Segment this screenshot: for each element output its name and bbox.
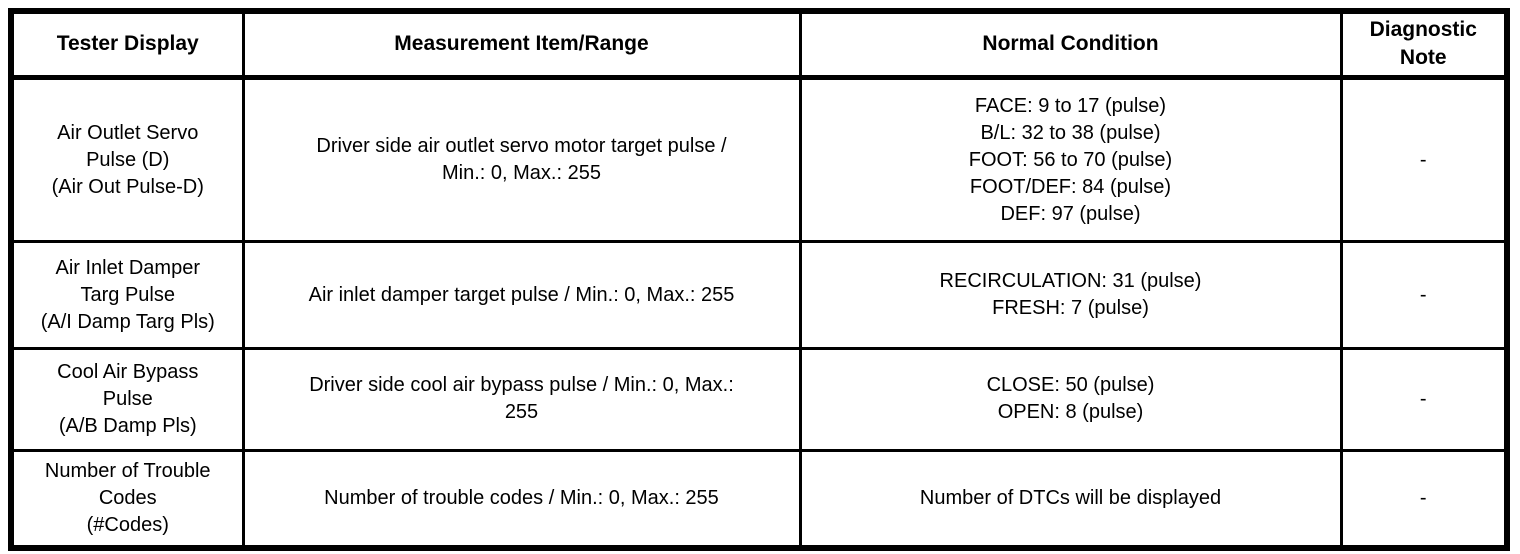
cell-normal-condition: CLOSE: 50 (pulse) OPEN: 8 (pulse): [798, 346, 1343, 453]
cell-diagnostic-note: -: [1339, 346, 1509, 453]
table-row: Air Inlet Damper Targ Pulse (A/I Damp Ta…: [9, 240, 1509, 350]
table-row: Air Outlet Servo Pulse (D) (Air Out Puls…: [9, 75, 1509, 244]
cell-measurement: Driver side air outlet servo motor targe…: [241, 75, 802, 244]
cell-normal-condition: FACE: 9 to 17 (pulse) B/L: 32 to 38 (pul…: [798, 75, 1343, 244]
table-row: Cool Air Bypass Pulse (A/B Damp Pls) Dri…: [9, 346, 1509, 453]
cell-tester-display: Cool Air Bypass Pulse (A/B Damp Pls): [9, 346, 245, 453]
cell-measurement: Air inlet damper target pulse / Min.: 0,…: [241, 240, 802, 350]
table-row: Number of Trouble Codes (#Codes) Number …: [9, 449, 1509, 550]
cell-diagnostic-note: -: [1339, 240, 1509, 350]
cell-tester-display: Air Outlet Servo Pulse (D) (Air Out Puls…: [9, 75, 245, 244]
cell-tester-display: Air Inlet Damper Targ Pulse (A/I Damp Ta…: [9, 240, 245, 350]
cell-measurement: Number of trouble codes / Min.: 0, Max.:…: [241, 449, 802, 550]
cell-normal-condition: Number of DTCs will be displayed: [798, 449, 1343, 550]
header-diagnostic-note: Diagnostic Note: [1339, 9, 1509, 80]
diagnostic-data-table: Tester Display Measurement Item/Range No…: [8, 8, 1510, 551]
cell-diagnostic-note: -: [1339, 449, 1509, 550]
cell-normal-condition: RECIRCULATION: 31 (pulse) FRESH: 7 (puls…: [798, 240, 1343, 350]
cell-measurement: Driver side cool air bypass pulse / Min.…: [241, 346, 802, 453]
cell-diagnostic-note: -: [1339, 75, 1509, 244]
header-normal-condition: Normal Condition: [798, 9, 1343, 80]
header-tester-display: Tester Display: [9, 9, 245, 80]
header-measurement-item-range: Measurement Item/Range: [241, 9, 802, 80]
cell-tester-display: Number of Trouble Codes (#Codes): [9, 449, 245, 550]
table-header-row: Tester Display Measurement Item/Range No…: [9, 9, 1509, 80]
